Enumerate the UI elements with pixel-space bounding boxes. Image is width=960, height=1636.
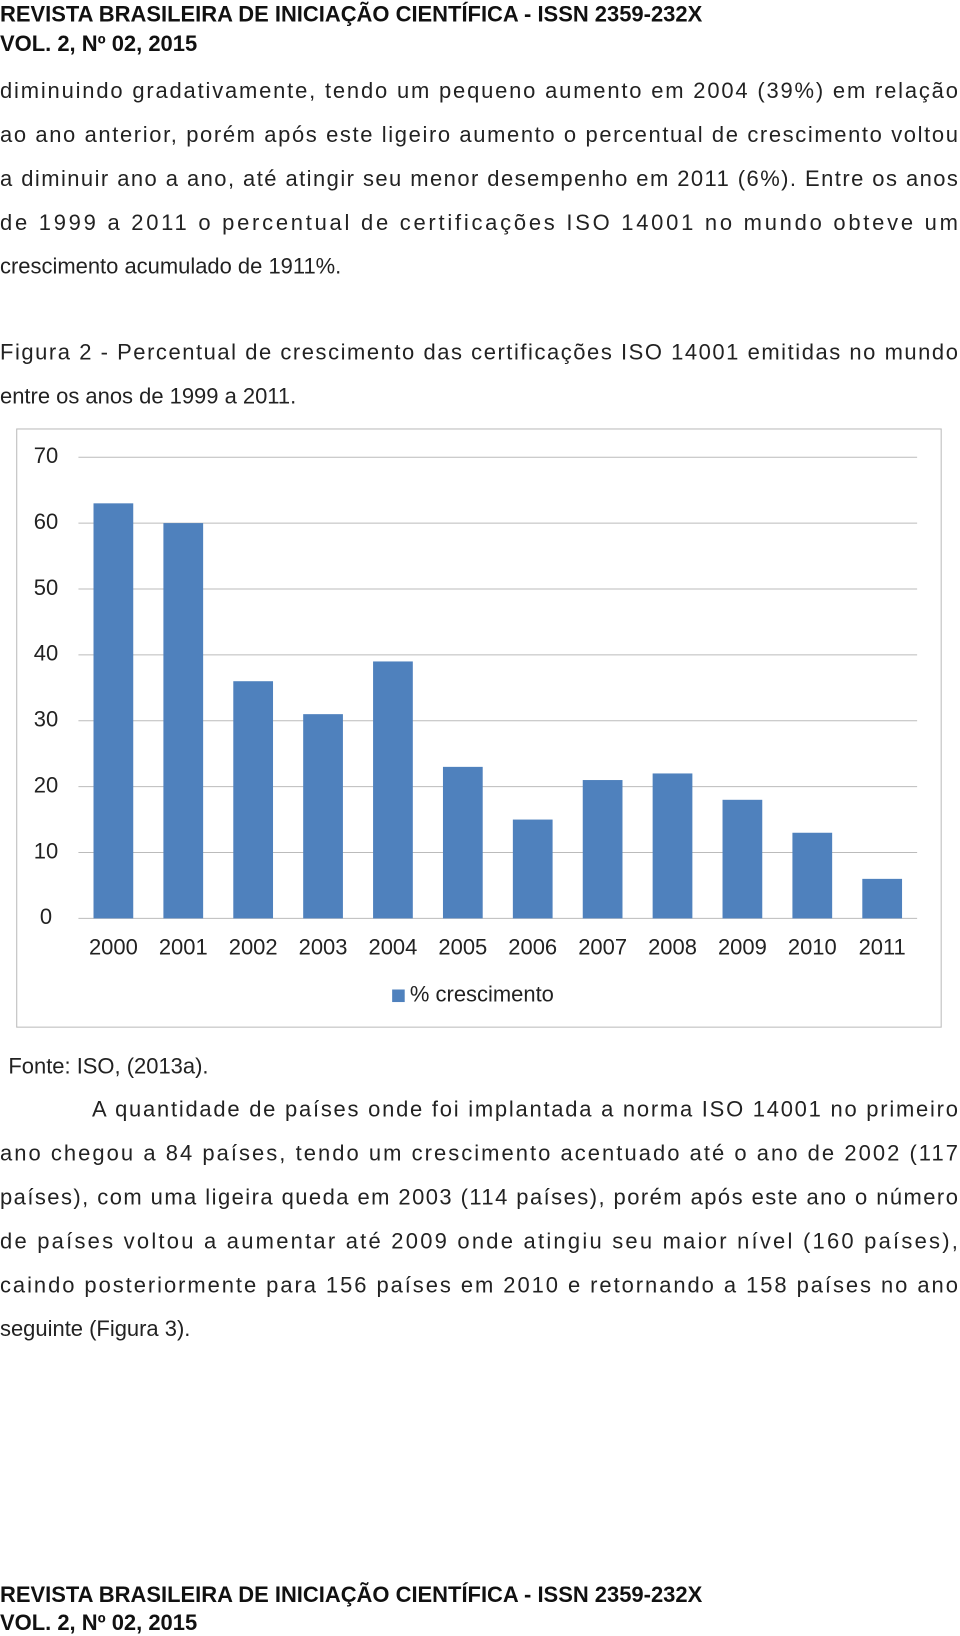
text-line: países), com uma ligeira queda em 2003 (… <box>0 1184 958 1209</box>
text-line: seguinte (Figura 3). <box>0 1316 190 1341</box>
x-tick-label: 2006 <box>508 935 557 960</box>
x-tick-label: 2004 <box>369 935 418 960</box>
x-tick-label: 2011 <box>859 935 906 960</box>
bar <box>233 681 274 919</box>
text-line: crescimento acumulado de 1911%. <box>0 254 341 279</box>
bar <box>93 503 134 919</box>
text-line: entre os anos de 1999 a 2011. <box>0 383 296 408</box>
text-line: A quantidade de países onde foi implanta… <box>92 1097 958 1122</box>
text-line: Figura 2 - Percentual de crescimento das… <box>0 339 958 364</box>
bar <box>303 714 343 919</box>
footer-title: REVISTA BRASILEIRA DE INICIAÇÃO CIENTÍFI… <box>0 1582 703 1607</box>
x-tick-label: 2007 <box>578 935 627 960</box>
bar <box>512 819 553 919</box>
text-line: a diminuir ano a ano, até atingir seu me… <box>0 166 958 191</box>
y-tick-label: 40 <box>34 641 58 666</box>
bar <box>163 523 204 919</box>
bar <box>373 661 413 919</box>
x-tick-label: 2003 <box>299 935 348 960</box>
bar <box>862 878 903 919</box>
y-tick-label: 10 <box>34 838 58 863</box>
text-line: ano chegou a 84 países, tendo um crescim… <box>0 1141 958 1166</box>
x-tick-label: 2010 <box>788 935 837 960</box>
bar <box>792 832 833 919</box>
y-tick-label: 50 <box>34 575 58 600</box>
bar <box>582 780 623 919</box>
legend-label: % crescimento <box>410 982 554 1007</box>
y-tick-label: 70 <box>34 443 58 468</box>
y-tick-label: 20 <box>34 772 58 797</box>
x-tick-label: 2008 <box>648 935 697 960</box>
x-tick-label: 2005 <box>438 935 487 960</box>
x-tick-label: 2002 <box>229 935 278 960</box>
text-line: caindo posteriormente para 156 países em… <box>0 1272 958 1297</box>
text-line: diminuindo gradativamente, tendo um pequ… <box>0 78 958 103</box>
header-title: REVISTA BRASILEIRA DE INICIAÇÃO CIENTÍFI… <box>0 2 703 27</box>
x-tick-label: 2009 <box>718 935 767 960</box>
bar <box>442 766 483 919</box>
bar <box>722 799 763 919</box>
y-tick-label: 30 <box>34 707 58 732</box>
text-line: ao ano anterior, porém após este ligeiro… <box>0 122 958 147</box>
source: Fonte: ISO, (2013a). <box>8 1054 208 1079</box>
x-tick-label: 2000 <box>89 935 138 960</box>
bar <box>652 773 693 919</box>
x-tick-label: 2001 <box>159 935 208 960</box>
header-volume: VOL. 2, Nº 02, 2015 <box>0 31 197 56</box>
y-tick-label: 60 <box>34 509 58 534</box>
legend-swatch <box>392 989 405 1003</box>
y-tick-label: 0 <box>40 904 52 929</box>
chart-frame <box>16 428 942 1028</box>
text-line: de 1999 a 2011 o percentual de certifica… <box>0 210 958 235</box>
footer-volume: VOL. 2, Nº 02, 2015 <box>0 1610 197 1635</box>
text-line: de países voltou a aumentar até 2009 ond… <box>0 1228 958 1253</box>
